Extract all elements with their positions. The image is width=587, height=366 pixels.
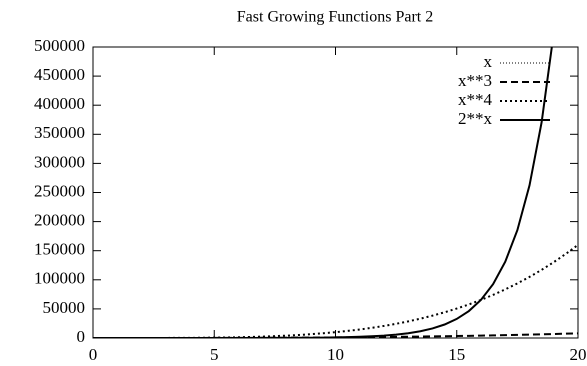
series-line bbox=[93, 244, 578, 338]
y-tick-label: 450000 bbox=[34, 65, 85, 84]
series-line bbox=[93, 47, 553, 338]
y-tick-label: 250000 bbox=[34, 181, 85, 200]
y-tick-label: 0 bbox=[77, 327, 86, 346]
y-tick-label: 400000 bbox=[34, 94, 85, 113]
chart-title: Fast Growing Functions Part 2 bbox=[237, 9, 433, 26]
x-tick-label: 15 bbox=[448, 345, 465, 364]
legend-label: x**3 bbox=[458, 71, 492, 90]
y-tick-label: 350000 bbox=[34, 123, 85, 142]
x-tick-label: 10 bbox=[327, 345, 344, 364]
legend-label: x**4 bbox=[458, 90, 493, 109]
y-tick-label: 500000 bbox=[34, 36, 85, 55]
y-tick-label: 150000 bbox=[34, 240, 85, 259]
x-tick-label: 20 bbox=[570, 345, 587, 364]
y-tick-label: 200000 bbox=[34, 211, 85, 230]
y-tick-label: 100000 bbox=[34, 269, 85, 288]
legend-label: x bbox=[484, 52, 493, 71]
y-tick-label: 300000 bbox=[34, 152, 85, 171]
x-tick-label: 0 bbox=[89, 345, 98, 364]
y-tick-label: 50000 bbox=[43, 298, 86, 317]
plot-border bbox=[92, 46, 579, 339]
legend-label: 2**x bbox=[458, 109, 493, 128]
x-tick-label: 5 bbox=[210, 345, 219, 364]
